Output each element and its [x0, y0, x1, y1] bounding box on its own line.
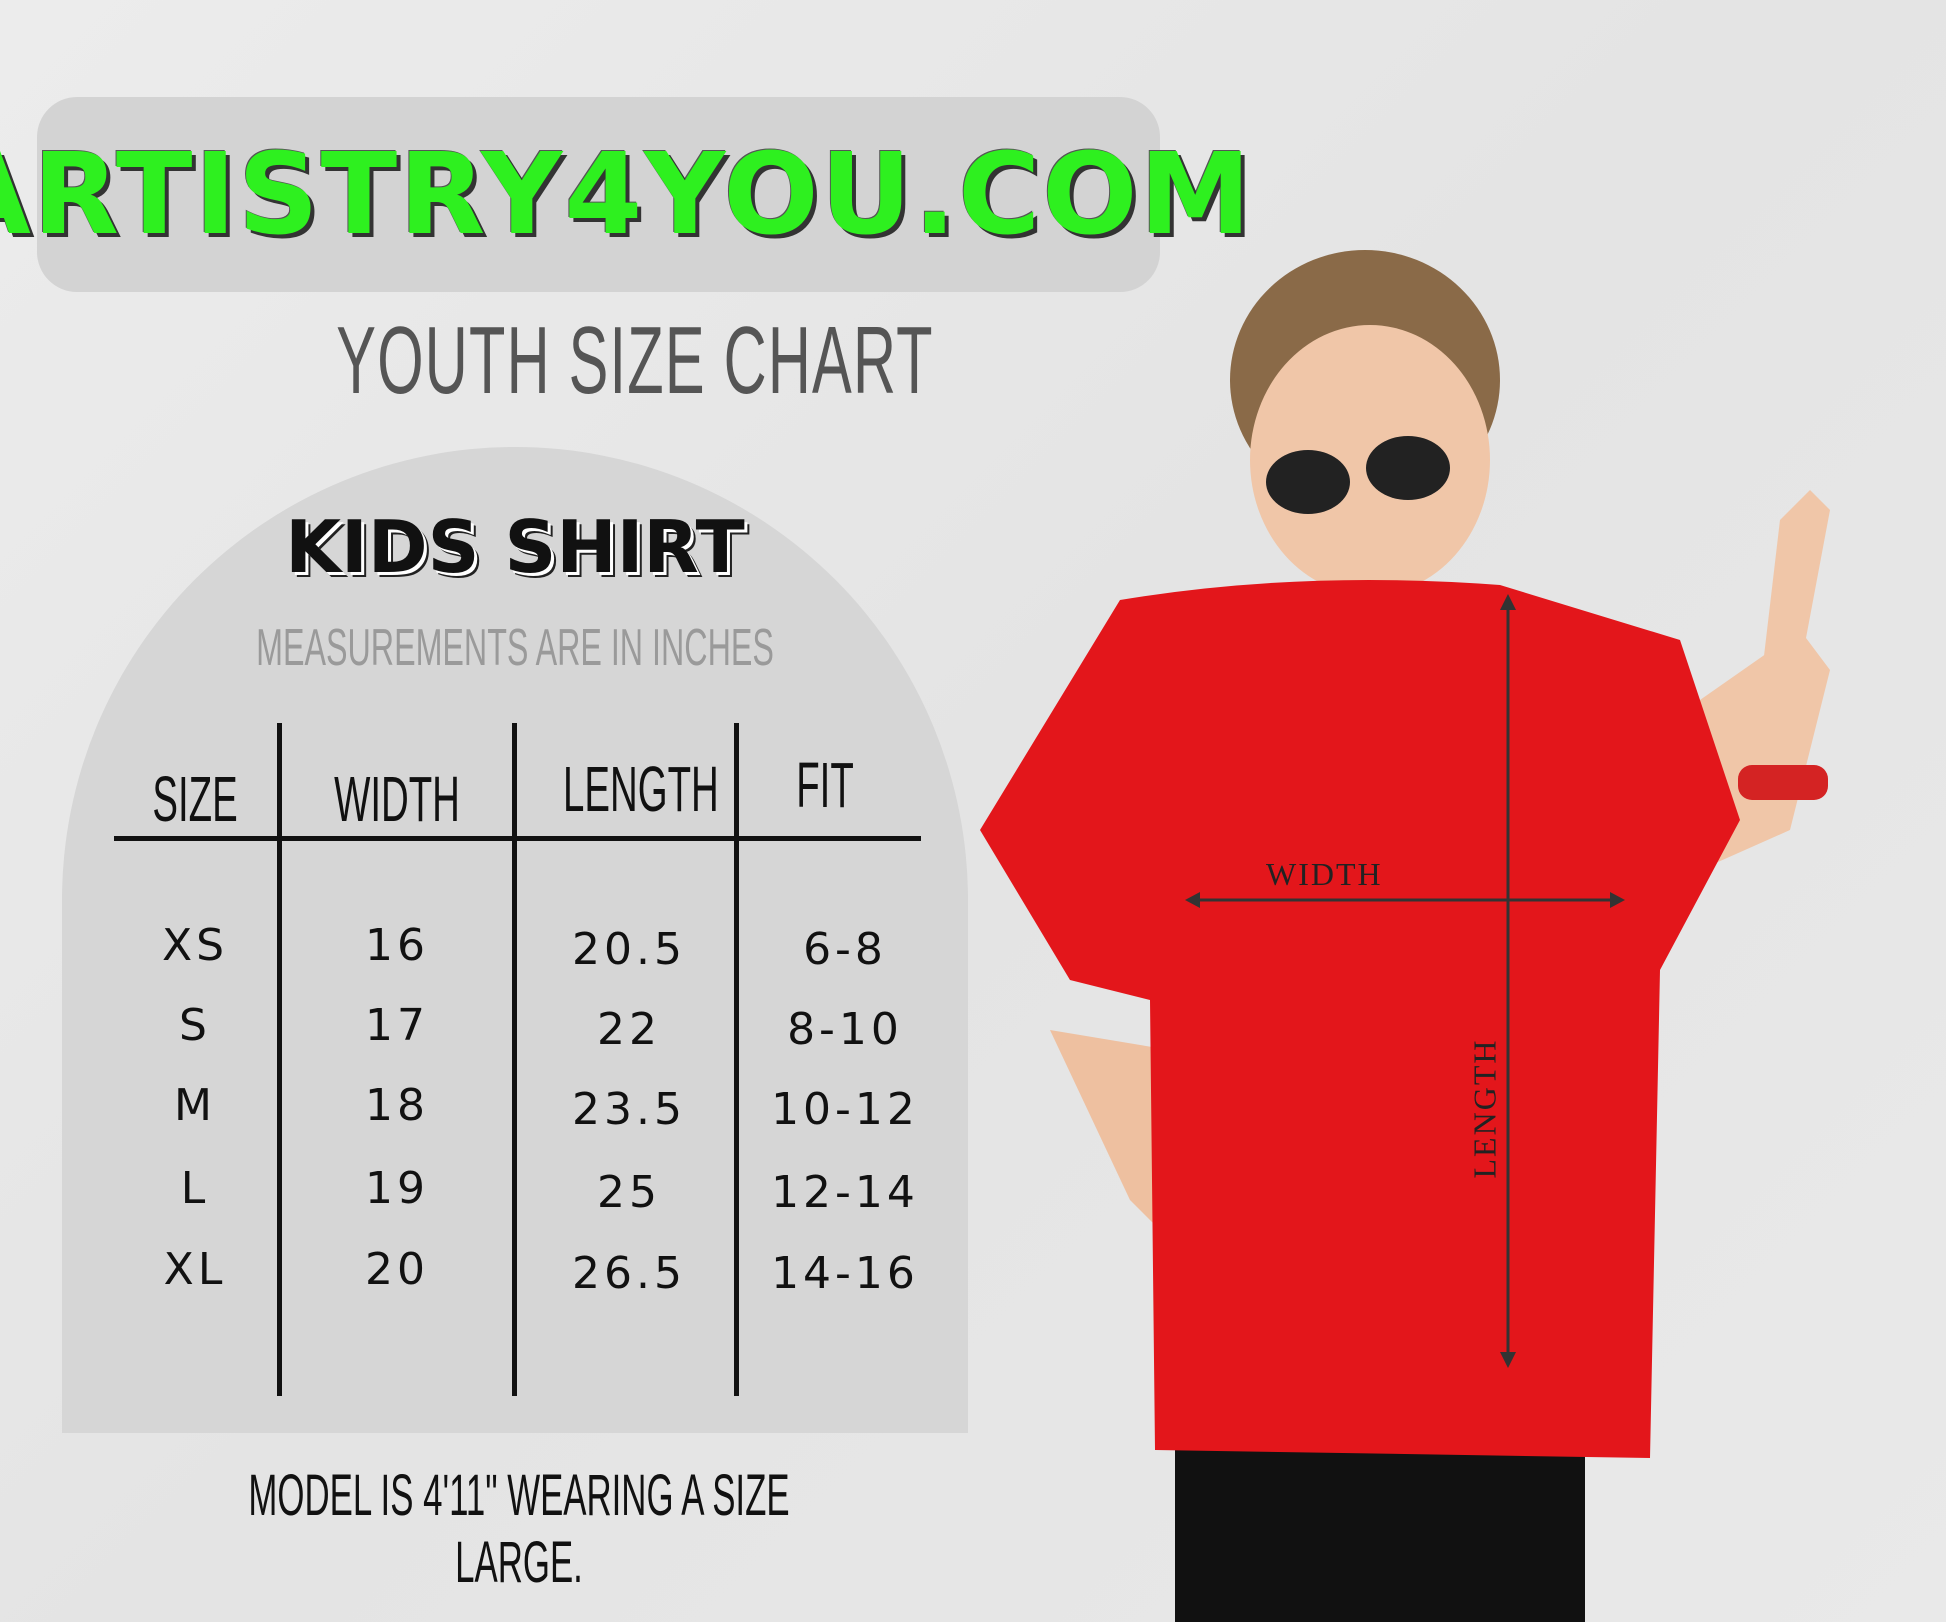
column-divider: [734, 723, 739, 1396]
cell-fit: 10-12: [771, 1084, 919, 1135]
cell-width: 19: [365, 1163, 429, 1214]
watch: [1738, 765, 1828, 800]
column-divider: [277, 723, 282, 1396]
cell-length: 26.5: [572, 1248, 686, 1299]
cell-length: 25: [597, 1167, 661, 1218]
column-header-length: LENGTH: [563, 753, 719, 825]
model-photo: [980, 250, 1830, 1622]
red-shirt: [980, 580, 1740, 1458]
logo-background: [37, 97, 1160, 292]
cell-width: 16: [365, 920, 429, 971]
page-title: YOUTH SIZE CHART: [336, 307, 934, 414]
cell-width: 17: [365, 1000, 429, 1051]
cell-size: L: [180, 1163, 210, 1214]
peace-hand: [1760, 490, 1830, 690]
cell-length: 20.5: [572, 924, 686, 975]
cell-size: XS: [161, 920, 229, 971]
column-header-fit: FIT: [796, 749, 854, 821]
column-header-width: WIDTH: [334, 763, 460, 835]
chart-subheading: MEASUREMENTS ARE IN INCHES: [256, 619, 774, 677]
header-divider: [114, 836, 921, 841]
width-label: WIDTH: [1266, 856, 1383, 892]
cell-width: 18: [365, 1080, 429, 1131]
sunglasses-lens: [1266, 450, 1350, 514]
length-label: LENGTH: [1466, 1038, 1503, 1179]
cell-length: 22: [597, 1004, 661, 1055]
cell-size: M: [174, 1080, 216, 1131]
model-note: MODEL IS 4'11" WEARING A SIZE LARGE.: [248, 1463, 790, 1595]
logo: ARTISTRY4YOU.COM: [0, 129, 1253, 260]
cell-fit: 6-8: [803, 924, 887, 975]
cell-width: 20: [365, 1244, 429, 1295]
sunglasses-lens: [1366, 436, 1450, 500]
cell-size: S: [179, 1000, 211, 1051]
cell-length: 23.5: [572, 1084, 686, 1135]
cell-fit: 8-10: [787, 1004, 903, 1055]
chart-heading: KIDS SHIRT: [285, 505, 745, 589]
column-divider: [512, 723, 517, 1396]
cell-size: XL: [163, 1244, 227, 1295]
column-header-size: SIZE: [152, 763, 238, 835]
cell-fit: 14-16: [771, 1248, 919, 1299]
cell-fit: 12-14: [771, 1167, 919, 1218]
